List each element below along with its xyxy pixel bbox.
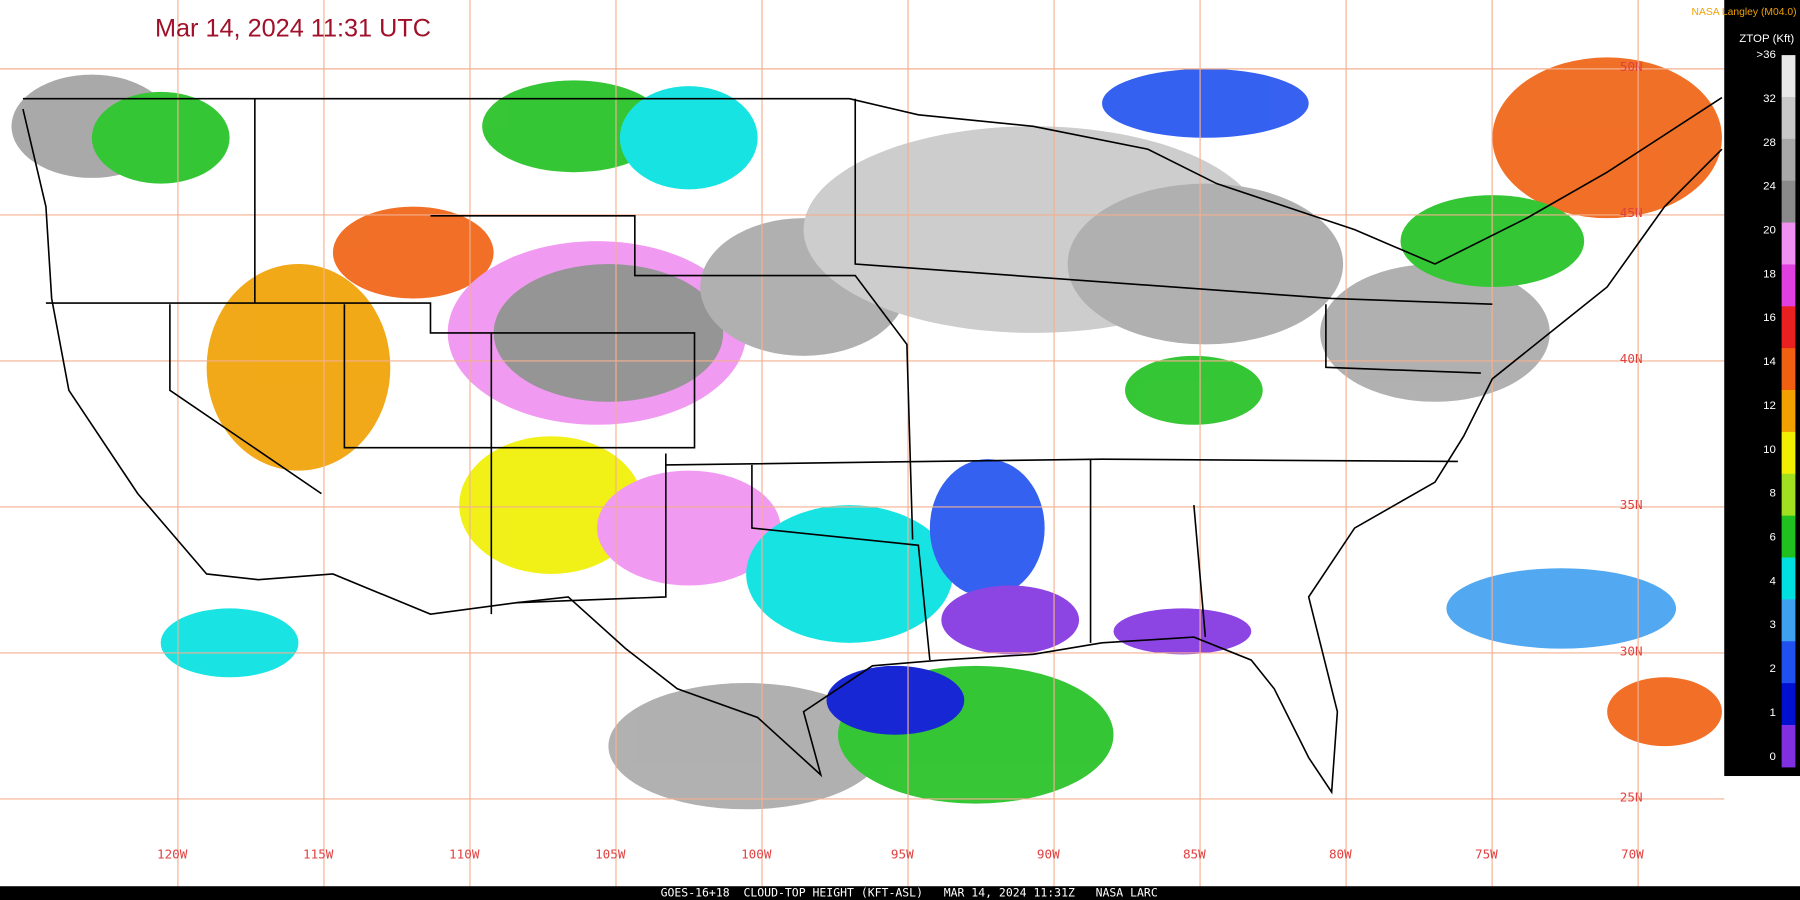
colorbar-band: [1781, 180, 1796, 224]
colorbar-band: [1781, 557, 1796, 600]
longitude-label: 70W: [1621, 847, 1644, 862]
colorbar-band: [1781, 138, 1796, 182]
map-outlines: [22, 96, 1723, 795]
latitude-label: 35N: [1620, 497, 1643, 512]
colorbar-label: 24: [1763, 181, 1776, 193]
colorbar-label: 10: [1763, 444, 1776, 456]
colorbar-band: [1781, 515, 1796, 559]
colorbar-label: 3: [1770, 619, 1776, 631]
colorbar-band: [1781, 683, 1796, 726]
longitude-label: 95W: [891, 847, 914, 862]
colorbar-band: [1781, 348, 1796, 391]
latitude-label: 25N: [1620, 789, 1643, 804]
longitude-label: 80W: [1329, 847, 1352, 862]
credit: NASA Langley (M04.0): [1691, 7, 1796, 18]
latitude-label: 30N: [1620, 643, 1643, 658]
longitude-label: 100W: [741, 847, 772, 862]
colorbar-band: [1781, 599, 1796, 642]
graticule: 50N 45N 40N 35N 30N 25N 120W 115W 110W 105W 100W 95…: [0, 0, 1725, 887]
colorbar-label: 12: [1763, 400, 1776, 412]
colorbar-label: 20: [1763, 225, 1776, 237]
longitude-label: 105W: [595, 847, 626, 862]
latitude-label: 50N: [1620, 59, 1643, 74]
longitude-label: 90W: [1037, 847, 1060, 862]
colorbar-band: [1781, 264, 1796, 307]
colorbar-title: ZTOP (Kft): [1739, 33, 1794, 45]
colorbar-band: [1781, 390, 1796, 433]
colorbar-label: 16: [1763, 312, 1776, 324]
colorbar-label: >36: [1756, 49, 1775, 61]
longitude-label: 75W: [1475, 847, 1498, 862]
colorbar-label: 2: [1770, 663, 1776, 675]
longitude-label: 120W: [157, 847, 188, 862]
colorbar-band: [1781, 55, 1796, 98]
longitude-label: 115W: [303, 847, 334, 862]
colorbar-label: 8: [1770, 488, 1776, 500]
colorbar-label: 14: [1763, 356, 1776, 368]
colorbar-label: 4: [1770, 575, 1777, 587]
colorbar-label: 6: [1770, 532, 1776, 544]
colorbar-band: [1781, 641, 1796, 684]
colorbar-label: 1: [1770, 707, 1776, 719]
longitude-label: 110W: [449, 847, 480, 862]
colorbar-band: [1781, 96, 1796, 140]
colorbar-band: [1781, 222, 1796, 266]
colorbar-band: [1781, 306, 1796, 349]
footer: GOES-16+18 CLOUD-TOP HEIGHT (KFT-ASL) MA…: [661, 886, 1158, 900]
colorbar-band: [1781, 724, 1796, 768]
colorbar-band: [1781, 473, 1796, 517]
colorbar-band: [1781, 431, 1796, 475]
longitude-label: 85W: [1183, 847, 1206, 862]
title: Mar 14, 2024 11:31 UTC: [155, 15, 431, 43]
colorbar-label: 32: [1763, 93, 1776, 105]
footer-bar: [0, 886, 1800, 900]
colorbar-label: 28: [1763, 137, 1776, 149]
colorbar-label: 18: [1763, 268, 1776, 280]
latitude-label: 40N: [1620, 351, 1643, 366]
latitude-label: 45N: [1620, 205, 1643, 220]
colorbar-label: 0: [1770, 751, 1776, 763]
